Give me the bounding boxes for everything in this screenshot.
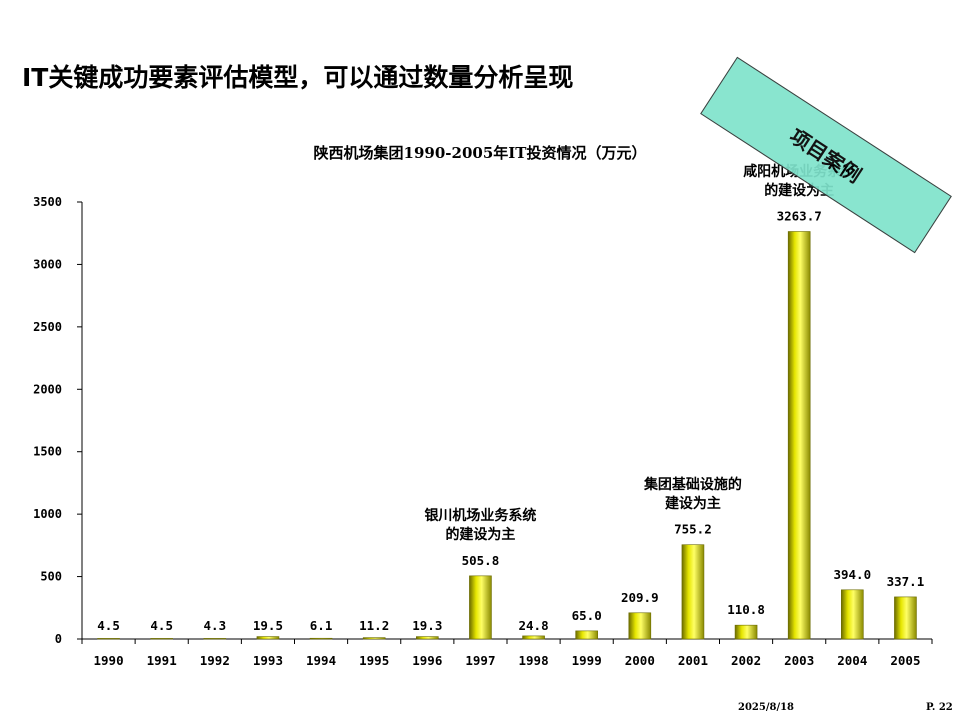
value-label-1993: 19.5 [253, 618, 283, 633]
bar-1990 [97, 638, 120, 640]
bar-2001 [681, 544, 705, 640]
x-tick-label-1996: 1996 [412, 653, 442, 668]
value-label-1990: 4.5 [97, 618, 120, 633]
annotation-2001-line-2: 建设为主 [664, 495, 721, 512]
bar-1991 [150, 638, 173, 640]
bar-2004 [841, 589, 864, 640]
annotation-1997: 银川机场业务系统 的建设为主 [400, 507, 560, 545]
y-tick-label: 3500 [33, 195, 62, 209]
chart-axes: 0 500 1000 1500 2000 2500 3000 3500 [33, 195, 933, 646]
y-tick-label: 500 [40, 570, 62, 584]
x-tick-label-1992: 1992 [200, 653, 230, 668]
x-tick-label-1999: 1999 [572, 653, 602, 668]
bar-1992 [203, 638, 227, 640]
bar-2002 [734, 624, 758, 640]
x-tick-label-2001: 2001 [678, 653, 708, 668]
footer-page-number: P. 22 [926, 702, 953, 713]
bar-1994 [309, 637, 333, 640]
bar-1999 [575, 630, 598, 640]
annotation-1997-line-2: 的建设为主 [445, 526, 516, 543]
y-tick-label: 1500 [33, 445, 62, 459]
x-tick-label-1994: 1994 [306, 653, 336, 668]
x-tick-label-1998: 1998 [519, 653, 549, 668]
y-tick-label: 0 [55, 632, 62, 646]
bar-1998 [522, 635, 545, 640]
value-label-1994: 6.1 [310, 618, 333, 633]
x-tick-label-1991: 1991 [147, 653, 177, 668]
bar-1995 [362, 637, 386, 640]
value-label-1991: 4.5 [150, 618, 173, 633]
value-label-2002: 110.8 [727, 602, 765, 617]
y-tick-label: 3000 [33, 257, 62, 271]
x-tick-label-1997: 1997 [465, 653, 495, 668]
x-tick-label-2004: 2004 [837, 653, 867, 668]
bar-2005 [894, 596, 917, 640]
x-tick-label-1993: 1993 [253, 653, 283, 668]
y-tick-label: 2500 [33, 320, 62, 334]
value-label-2003: 3263.7 [777, 209, 822, 224]
y-tick-label: 1000 [33, 507, 62, 521]
value-label-1996: 19.3 [412, 618, 442, 633]
value-label-2005: 337.1 [887, 574, 925, 589]
x-tick-label-2005: 2005 [890, 653, 920, 668]
slide-title: IT关键成功要素评估模型，可以通过数量分析呈现 [22, 63, 574, 92]
footer-date: 2025/8/18 [738, 702, 795, 713]
bar-1993 [256, 636, 280, 640]
value-label-2004: 394.0 [833, 567, 871, 582]
value-label-1992: 4.3 [204, 618, 227, 633]
value-label-1998: 24.8 [519, 618, 549, 633]
x-tick-label-1990: 1990 [94, 653, 124, 668]
chart-title: 陕西机场集团1990-2005年IT投资情况（万元） [313, 144, 647, 162]
value-label-1997: 505.8 [462, 553, 500, 568]
x-tick-label-2000: 2000 [625, 653, 655, 668]
annotation-1997-line-1: 银川机场业务系统 [424, 507, 537, 524]
chart-labels: 1990 4.5 1991 4.5 1992 4.3 1993 19.5 1994 6.1 1995… [94, 209, 925, 668]
bar-2000 [628, 612, 652, 640]
value-label-2000: 209.9 [621, 590, 659, 605]
bar-1997 [469, 575, 492, 640]
bar-2003 [787, 231, 811, 640]
value-label-2001: 755.2 [674, 522, 712, 537]
annotation-2001-line-1: 集团基础设施的 [643, 476, 742, 493]
value-label-1999: 65.0 [572, 608, 602, 623]
x-tick-label-1995: 1995 [359, 653, 389, 668]
y-tick-label: 2000 [33, 382, 62, 396]
x-tick-label-2002: 2002 [731, 653, 761, 668]
annotation-2001: 集团基础设施的 建设为主 [613, 476, 773, 514]
bar-1996 [416, 636, 439, 640]
value-label-1995: 11.2 [359, 618, 389, 633]
x-tick-label-2003: 2003 [784, 653, 814, 668]
chart-bars [97, 231, 917, 640]
